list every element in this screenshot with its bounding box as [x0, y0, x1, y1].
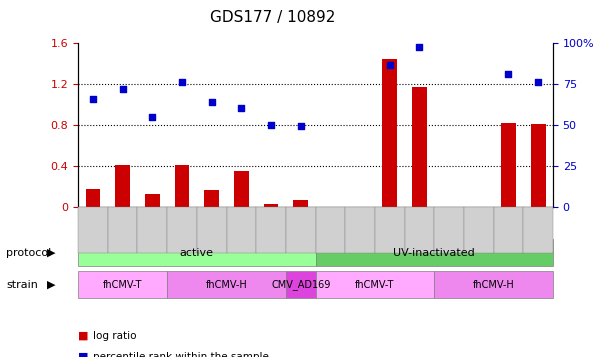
Bar: [85, 188, 100, 207]
Text: active: active: [180, 247, 214, 258]
Text: log ratio: log ratio: [93, 331, 136, 341]
Point: [237, 105, 246, 110]
Text: ■: ■: [78, 331, 88, 341]
Bar: [382, 59, 397, 207]
Bar: [501, 123, 516, 207]
Bar: [145, 194, 160, 207]
Point: [118, 86, 127, 92]
Bar: [174, 165, 189, 207]
Text: percentile rank within the sample: percentile rank within the sample: [93, 352, 269, 357]
Bar: [264, 204, 278, 207]
Point: [147, 114, 157, 120]
Text: fhCMV-H: fhCMV-H: [206, 280, 248, 290]
Text: ▶: ▶: [47, 247, 55, 258]
Point: [207, 100, 216, 105]
Point: [266, 122, 276, 128]
Bar: [234, 171, 249, 207]
Text: fhCMV-H: fhCMV-H: [473, 280, 514, 290]
Text: fhCMV-T: fhCMV-T: [103, 280, 142, 290]
Bar: [293, 200, 308, 207]
Point: [88, 96, 98, 102]
Text: GDS177 / 10892: GDS177 / 10892: [210, 10, 336, 25]
Text: CMV_AD169: CMV_AD169: [271, 279, 331, 290]
Point: [177, 79, 187, 85]
Text: strain: strain: [6, 280, 38, 290]
Point: [533, 79, 543, 85]
Point: [296, 123, 305, 129]
Text: protocol: protocol: [6, 247, 51, 258]
Text: fhCMV-T: fhCMV-T: [355, 280, 395, 290]
Point: [385, 62, 394, 68]
Text: ▶: ▶: [47, 280, 55, 290]
Point: [415, 44, 424, 50]
Text: UV-inactivated: UV-inactivated: [393, 247, 475, 258]
Bar: [204, 190, 219, 207]
Bar: [412, 87, 427, 207]
Bar: [531, 124, 546, 207]
Text: ■: ■: [78, 352, 88, 357]
Point: [504, 71, 513, 76]
Bar: [115, 165, 130, 207]
